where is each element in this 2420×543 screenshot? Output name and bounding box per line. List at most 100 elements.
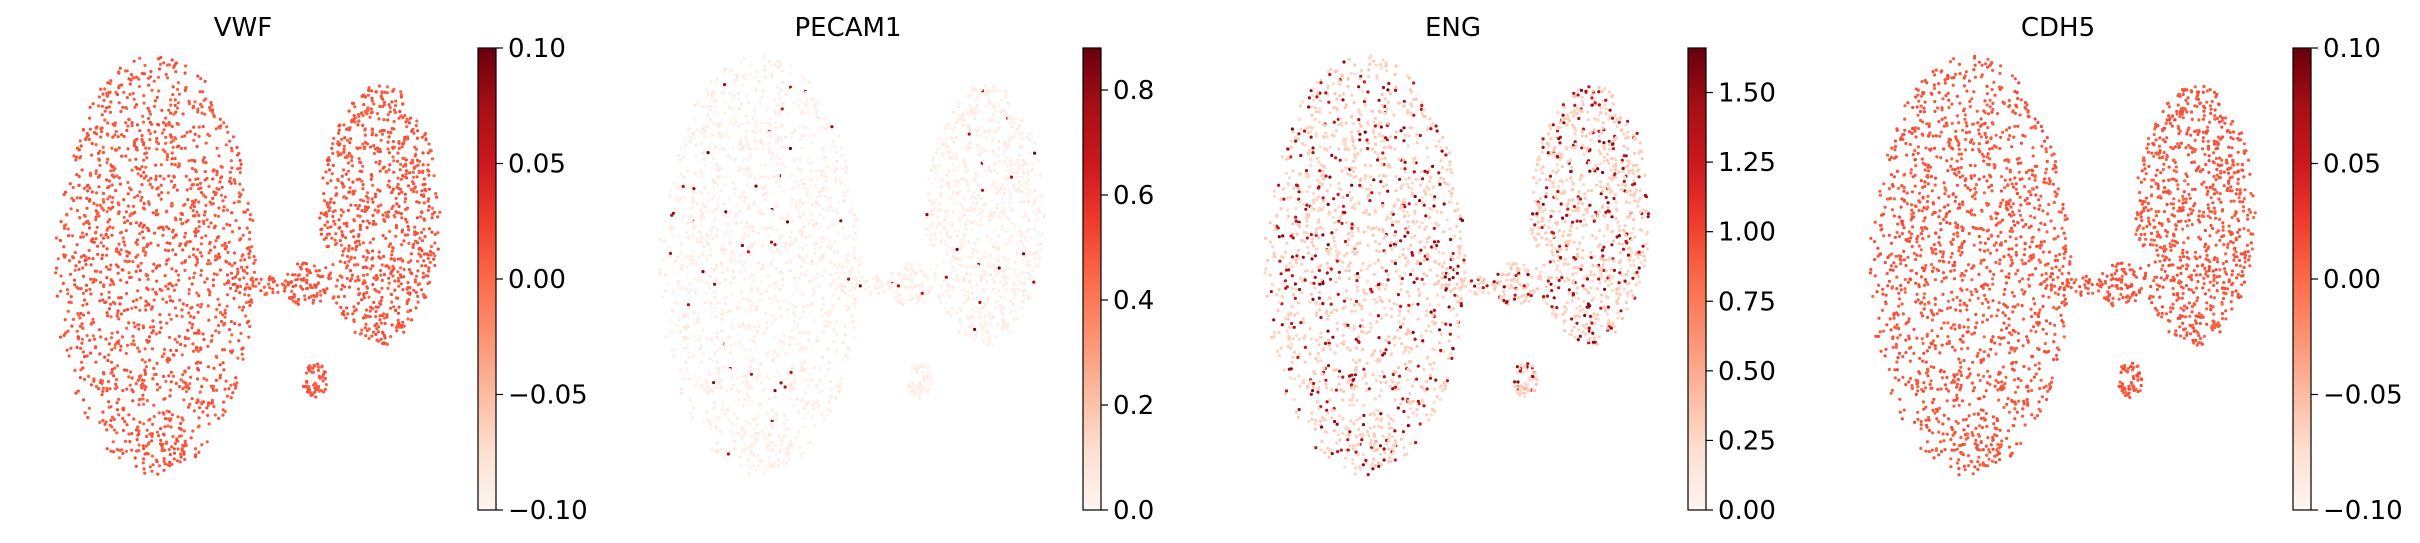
- cell-point: [944, 214, 948, 218]
- cell-point: [832, 340, 836, 344]
- cell-point: [317, 389, 322, 393]
- cell-point: [737, 333, 741, 337]
- cell-point: [133, 105, 137, 109]
- cell-point: [159, 197, 163, 201]
- cell-point: [1026, 277, 1030, 281]
- cell-point: [373, 192, 378, 196]
- cell-point: [1011, 234, 1016, 238]
- cell-point: [932, 164, 936, 168]
- cell-point: [336, 177, 340, 182]
- cell-point: [362, 273, 366, 277]
- cell-point: [996, 254, 1000, 258]
- cell-point: [414, 274, 419, 278]
- cell-point: [427, 280, 432, 285]
- cell-point: [135, 148, 139, 152]
- cell-point: [377, 290, 381, 294]
- cell-point: [692, 197, 696, 201]
- cell-point: [816, 338, 820, 342]
- cell-point: [129, 188, 133, 192]
- cell-point: [782, 189, 786, 193]
- cell-point: [178, 298, 182, 302]
- cell-point: [925, 366, 930, 370]
- cell-point: [405, 125, 409, 129]
- cell-point: [163, 448, 167, 452]
- cell-point: [97, 185, 101, 189]
- cell-point: [670, 213, 674, 217]
- cell-point: [96, 211, 100, 215]
- cell-point: [71, 185, 75, 190]
- cell-point: [918, 297, 922, 301]
- cell-point: [239, 258, 243, 262]
- cell-point: [746, 144, 750, 148]
- cell-point: [236, 356, 240, 360]
- cell-point: [430, 206, 434, 210]
- cell-point: [191, 209, 195, 213]
- cell-point: [745, 93, 749, 97]
- cell-point: [769, 349, 773, 353]
- colorbar-tick-label: −0.05: [508, 381, 588, 411]
- cell-point: [975, 110, 979, 114]
- cell-point: [748, 299, 753, 303]
- cell-point: [127, 251, 132, 255]
- cell-point: [838, 385, 842, 389]
- cell-point: [406, 118, 410, 122]
- cell-point: [143, 387, 147, 391]
- cell-point: [75, 345, 79, 349]
- cell-point: [133, 325, 137, 329]
- cell-point: [316, 362, 320, 366]
- cell-point: [396, 279, 401, 283]
- cell-point: [104, 337, 108, 341]
- cell-point: [156, 243, 160, 247]
- cell-point: [1018, 132, 1022, 136]
- cell-point: [155, 382, 159, 386]
- cell-point: [340, 230, 344, 234]
- cell-point: [691, 200, 695, 204]
- cell-point: [312, 298, 316, 302]
- cell-point: [243, 258, 247, 262]
- cell-point: [434, 192, 438, 196]
- cell-point: [156, 472, 160, 476]
- cell-point: [83, 411, 87, 415]
- cell-point: [686, 303, 690, 307]
- cell-point: [809, 345, 813, 349]
- cell-point: [137, 432, 141, 436]
- cell-point: [834, 181, 838, 185]
- cell-point: [961, 214, 965, 218]
- cell-point: [186, 405, 190, 409]
- cell-point: [365, 112, 369, 116]
- cell-point: [686, 185, 691, 190]
- cell-point: [192, 316, 196, 320]
- cell-point: [715, 263, 719, 267]
- cell-point: [125, 260, 129, 264]
- cell-point: [784, 352, 788, 356]
- cell-point: [358, 227, 362, 231]
- cell-point: [798, 197, 802, 202]
- cell-point: [689, 135, 693, 139]
- cell-point: [200, 236, 204, 240]
- cell-point: [202, 193, 206, 197]
- cell-point: [229, 181, 233, 185]
- cell-point: [87, 406, 91, 410]
- cell-point: [918, 391, 922, 395]
- cell-point: [679, 250, 683, 255]
- cell-point: [976, 264, 980, 268]
- cell-point: [167, 313, 171, 317]
- cell-point: [704, 95, 708, 99]
- cell-point: [1023, 288, 1028, 292]
- cell-point: [343, 261, 347, 265]
- cell-point: [941, 293, 945, 297]
- cell-point: [658, 268, 662, 272]
- cell-point: [155, 430, 159, 434]
- cell-point: [716, 349, 720, 353]
- cell-point: [110, 165, 114, 169]
- cell-point: [286, 280, 290, 285]
- cell-point: [154, 174, 158, 178]
- cell-point: [404, 162, 408, 166]
- cell-point: [970, 227, 974, 231]
- cell-point: [1023, 162, 1027, 166]
- cell-point: [996, 154, 1000, 158]
- cell-point: [398, 168, 402, 172]
- cell-point: [191, 322, 195, 327]
- cell-point: [138, 278, 142, 282]
- cell-point: [220, 175, 224, 179]
